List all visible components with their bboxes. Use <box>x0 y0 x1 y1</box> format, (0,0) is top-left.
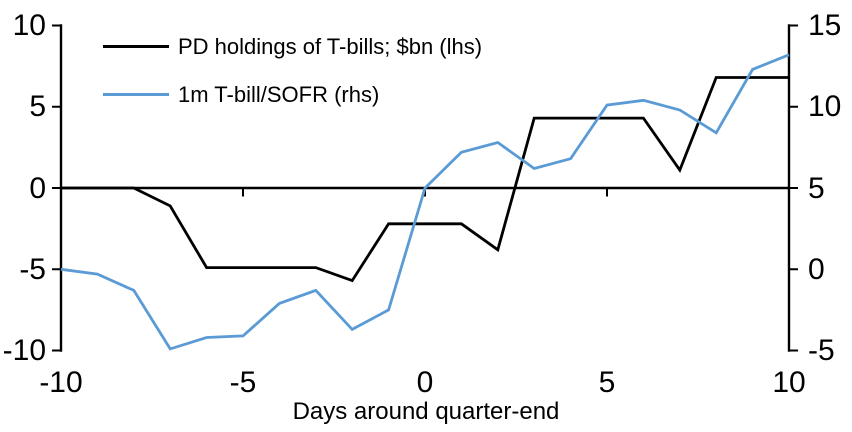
x-axis-tick-label: -10 <box>39 366 83 399</box>
left-axis-tick-label: 0 <box>29 171 46 205</box>
x-axis-title: Days around quarter-end <box>292 398 560 425</box>
right-axis-tick-label: 15 <box>808 9 842 42</box>
legend-line-sample-blue <box>103 93 169 96</box>
series-line-pd-holdings <box>61 76 789 283</box>
left-axis-tick-label: 5 <box>29 90 46 124</box>
legend-line-sample-black <box>103 45 169 48</box>
right-axis-tick-label: 5 <box>808 171 825 205</box>
x-axis-tick-label: 0 <box>416 366 434 399</box>
right-axis-tick-label: 10 <box>808 90 842 124</box>
x-axis-tick-label: 10 <box>772 366 806 399</box>
left-axis-tick-label: -10 <box>2 334 46 367</box>
x-axis-tick-label: 5 <box>598 366 616 399</box>
series-line-tbill-sofr <box>60 53 790 351</box>
left-axis-tick-label: -5 <box>19 252 46 286</box>
x-axis-tick-label: -5 <box>229 366 257 399</box>
left-axis-tick-label: 10 <box>12 9 46 42</box>
legend-item-pd-holdings: PD holdings of T-bills; $bn (lhs) <box>103 33 482 60</box>
legend-label: PD holdings of T-bills; $bn (lhs) <box>178 34 483 59</box>
legend-label: 1m T-bill/SOFR (rhs) <box>178 82 380 107</box>
legend-item-tbill-sofr: 1m T-bill/SOFR (rhs) <box>103 81 379 108</box>
right-axis-tick-label: 0 <box>808 252 825 286</box>
right-axis-tick-label: -5 <box>808 334 835 367</box>
